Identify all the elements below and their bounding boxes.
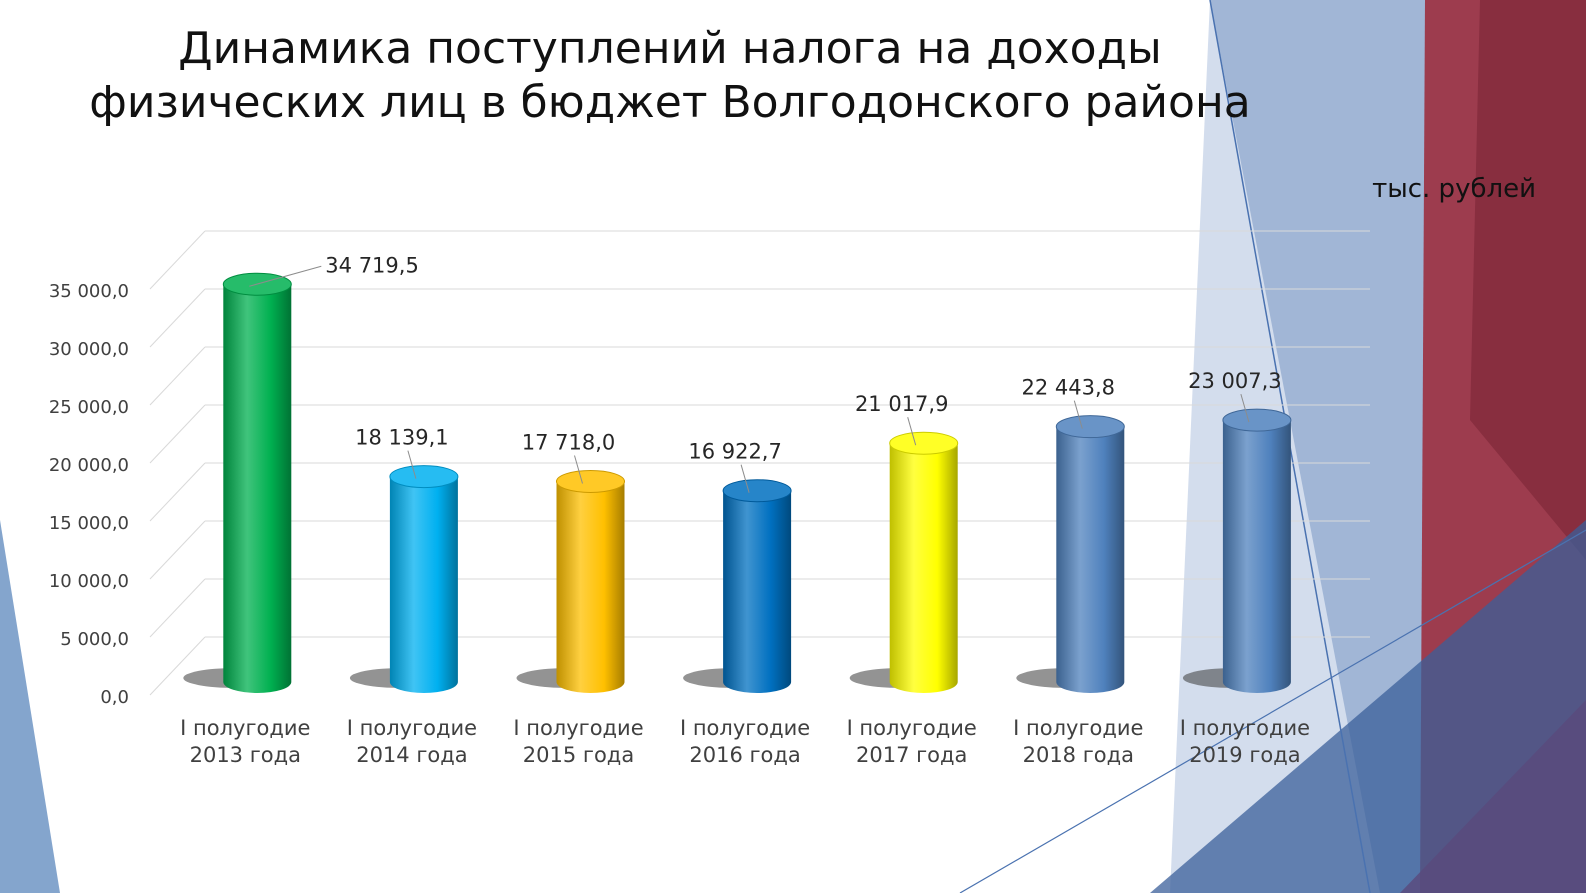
x-tick-label: 2013 года — [190, 743, 301, 767]
y-tick-label: 0,0 — [100, 687, 129, 708]
x-tick-label: I полугодие — [680, 716, 810, 740]
deco-thin-line-2 — [959, 529, 1586, 893]
deco-red-shade — [1470, 0, 1586, 560]
x-axis-ticks: I полугодие 2013 года I полугодие 2014 года… — [180, 716, 1310, 767]
bar-top-cap — [1055, 415, 1125, 439]
data-label: 23 007,3 — [1188, 369, 1282, 393]
bars — [183, 272, 1292, 693]
data-labels: 34 719,5 18 139,1 17 718,0 16 922,7 21 017,9… — [249, 253, 1282, 493]
bar — [223, 284, 292, 693]
bar-top-cap — [1222, 408, 1292, 432]
label-leader-line — [1240, 393, 1250, 423]
x-tick-label: 2019 года — [1189, 743, 1300, 767]
y-tick-label: 35 000,0 — [49, 281, 129, 302]
bar — [723, 490, 792, 693]
gridline-diagonal — [149, 288, 206, 348]
chart-title: Динамика поступлений налога на доходы фи… — [70, 22, 1270, 130]
x-tick-label: 2018 года — [1023, 743, 1134, 767]
label-leader-line — [1073, 400, 1083, 429]
data-label: 21 017,9 — [855, 392, 949, 416]
y-tick-label: 20 000,0 — [49, 455, 129, 476]
gridline-diagonal — [149, 462, 206, 522]
data-label: 16 922,7 — [688, 440, 782, 464]
bar — [1056, 426, 1125, 693]
y-tick-label: 25 000,0 — [49, 397, 129, 418]
x-tick-label: 2017 года — [856, 743, 967, 767]
bar — [889, 443, 958, 693]
gridline-diagonal — [149, 346, 206, 406]
chart-title-line-2: физических лиц в бюджет Волгодонского ра… — [89, 77, 1251, 128]
deco-left-stripe — [0, 520, 60, 893]
y-tick-label: 30 000,0 — [49, 339, 129, 360]
chart-title-line-1: Динамика поступлений налога на доходы — [178, 23, 1162, 74]
x-tick-label: I полугодие — [847, 716, 977, 740]
gridline-diagonal — [149, 636, 206, 696]
x-tick-label: I полугодие — [1180, 716, 1310, 740]
y-axis-ticks: 0,0 5 000,0 10 000,0 15 000,0 20 000,0 25 000… — [49, 281, 129, 708]
bar-top-cap — [556, 469, 625, 493]
bar — [389, 476, 458, 693]
y-tick-label: 5 000,0 — [60, 629, 129, 650]
gridline-diagonal — [149, 404, 206, 464]
label-leader-line — [907, 417, 917, 446]
gridline-diagonal — [149, 520, 206, 580]
y-tick-label: 15 000,0 — [49, 513, 129, 534]
data-label: 34 719,5 — [325, 253, 419, 277]
bar-top-cap — [389, 465, 459, 489]
y-tick-label: 10 000,0 — [49, 571, 129, 592]
deco-bottom-purple — [1400, 700, 1586, 893]
label-leader-line — [407, 450, 417, 479]
x-tick-label: I полугодие — [1013, 716, 1143, 740]
label-leader-line — [740, 464, 750, 493]
data-label: 18 139,1 — [355, 426, 449, 450]
gridline-diagonal — [149, 230, 206, 290]
bar — [1222, 420, 1291, 693]
x-tick-label: 2016 года — [689, 743, 800, 767]
unit-label: тыс. рублей — [1372, 174, 1536, 204]
x-tick-label: 2014 года — [356, 743, 467, 767]
label-leader-line — [574, 455, 583, 484]
x-tick-label: 2015 года — [523, 743, 634, 767]
deco-bottom-dark — [1150, 520, 1586, 893]
x-tick-label: I полугодие — [180, 716, 310, 740]
x-tick-label: I полугодие — [513, 716, 643, 740]
x-tick-label: I полугодие — [347, 716, 477, 740]
data-label: 22 443,8 — [1022, 376, 1116, 400]
bar — [556, 481, 625, 693]
gridline-diagonal — [149, 578, 206, 638]
bar-top-cap — [722, 479, 792, 503]
data-label: 17 718,0 — [522, 430, 616, 454]
bar-top-cap — [889, 431, 959, 455]
label-leader-line — [249, 265, 322, 287]
